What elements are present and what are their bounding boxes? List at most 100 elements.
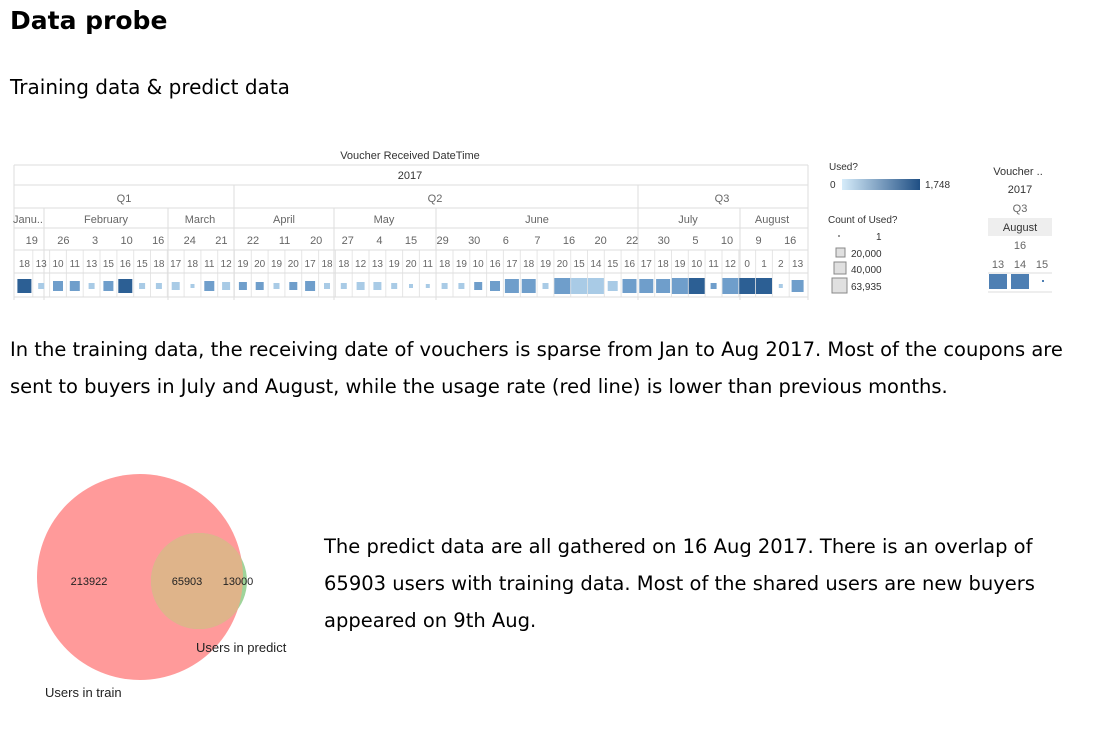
header-year: 2017 bbox=[398, 170, 422, 182]
day-label: 15 bbox=[607, 259, 619, 270]
month-label: June bbox=[525, 214, 549, 226]
venn-train-label: Users in train bbox=[45, 685, 122, 700]
date-mark bbox=[340, 283, 347, 289]
legend-size-label: 63,935 bbox=[851, 282, 882, 293]
date-mark bbox=[542, 283, 549, 289]
week-label: 4 bbox=[376, 235, 382, 247]
panel-day: 13 bbox=[992, 259, 1004, 271]
date-mark bbox=[474, 282, 483, 290]
date-mark bbox=[255, 282, 264, 290]
date-mark bbox=[656, 279, 671, 293]
venn-overlap-count: 65903 bbox=[172, 576, 203, 588]
quarter-label: Q3 bbox=[715, 193, 730, 205]
legend-size-swatch bbox=[838, 235, 840, 237]
legend-used-max: 1,748 bbox=[925, 180, 950, 191]
week-label: 30 bbox=[658, 235, 670, 247]
panel-mark bbox=[989, 274, 1007, 289]
date-mark bbox=[190, 284, 195, 288]
week-label: 3 bbox=[92, 235, 98, 247]
date-mark bbox=[671, 278, 688, 294]
panel-title: Voucher .. bbox=[993, 166, 1043, 178]
date-mark bbox=[222, 282, 231, 290]
day-label: 17 bbox=[506, 259, 518, 270]
day-label: 20 bbox=[557, 259, 569, 270]
day-label: 18 bbox=[153, 259, 165, 270]
date-mark bbox=[324, 283, 330, 289]
date-mark bbox=[791, 280, 804, 292]
legend-used-title: Used? bbox=[829, 162, 858, 173]
date-mark bbox=[373, 282, 382, 290]
day-label: 20 bbox=[405, 259, 417, 270]
day-label: 11 bbox=[204, 259, 215, 270]
panel-year: 2017 bbox=[1008, 184, 1032, 196]
week-label: 22 bbox=[247, 235, 259, 247]
day-label: 19 bbox=[540, 259, 552, 270]
date-mark bbox=[69, 281, 80, 291]
day-label: 18 bbox=[187, 259, 199, 270]
day-label: 10 bbox=[473, 259, 485, 270]
week-label: 19 bbox=[26, 235, 38, 247]
date-mark bbox=[305, 281, 316, 291]
date-mark bbox=[722, 278, 739, 294]
date-mark bbox=[756, 278, 772, 294]
legend-size-swatch bbox=[833, 261, 847, 275]
legend-count-title: Count of Used? bbox=[828, 215, 898, 226]
day-label: 19 bbox=[674, 259, 686, 270]
day-label: 15 bbox=[137, 259, 149, 270]
mark-row bbox=[17, 278, 804, 294]
date-mark bbox=[778, 284, 783, 288]
day-label: 12 bbox=[725, 259, 737, 270]
date-mark bbox=[409, 284, 413, 288]
week-label: 15 bbox=[405, 235, 417, 247]
date-mark bbox=[425, 284, 430, 288]
week-label: 26 bbox=[57, 235, 69, 247]
legend-used-min: 0 bbox=[830, 180, 836, 191]
legend-size: Count of Used? 1 20,000 40,000 63,935 bbox=[828, 215, 898, 294]
day-label: 18 bbox=[523, 259, 535, 270]
date-mark bbox=[554, 278, 571, 294]
day-label: 17 bbox=[170, 259, 182, 270]
predict-date-panel: Voucher .. 2017 Q3 August 16 13 14 15 bbox=[988, 166, 1052, 293]
date-mark bbox=[38, 283, 45, 289]
day-label: 11 bbox=[708, 259, 719, 270]
date-mark bbox=[441, 283, 448, 289]
day-label: 20 bbox=[288, 259, 300, 270]
week-label: 30 bbox=[468, 235, 480, 247]
date-mark bbox=[204, 281, 215, 291]
day-label: 10 bbox=[52, 259, 64, 270]
day-label: 13 bbox=[86, 259, 98, 270]
day-label: 20 bbox=[254, 259, 266, 270]
date-mark bbox=[607, 281, 618, 291]
date-mark bbox=[710, 283, 717, 289]
date-mark bbox=[17, 279, 32, 293]
section-subtitle: Training data & predict data bbox=[10, 75, 290, 99]
users-venn-diagram: 213922 65903 13000 Users in predict User… bbox=[37, 474, 287, 700]
predict-data-description: The predict data are all gathered on 16 … bbox=[324, 535, 1035, 632]
day-label: 13 bbox=[372, 259, 384, 270]
date-mark bbox=[521, 279, 536, 293]
day-label: 18 bbox=[658, 259, 670, 270]
month-row: Janu.. February March April May June Jul… bbox=[13, 207, 808, 300]
date-mark bbox=[238, 282, 247, 290]
date-mark bbox=[490, 281, 500, 291]
date-mark bbox=[88, 283, 95, 289]
week-label: 16 bbox=[563, 235, 575, 247]
day-label: 17 bbox=[305, 259, 317, 270]
week-label: 24 bbox=[184, 235, 196, 247]
training-data-description: In the training data, the receiving date… bbox=[10, 338, 1063, 398]
quarter-label: Q1 bbox=[117, 193, 132, 205]
week-label: 16 bbox=[784, 235, 796, 247]
page-title: Data probe bbox=[10, 6, 168, 35]
date-mark bbox=[458, 283, 465, 289]
month-label: July bbox=[678, 214, 698, 226]
date-mark bbox=[688, 278, 705, 294]
week-label: 27 bbox=[342, 235, 354, 247]
day-label: 11 bbox=[423, 259, 434, 270]
venn-predict-only-count: 13000 bbox=[223, 576, 254, 588]
week-label: 9 bbox=[756, 235, 762, 247]
date-mark bbox=[289, 282, 298, 290]
day-label: 17 bbox=[641, 259, 653, 270]
quarter-label: Q2 bbox=[428, 193, 443, 205]
header-title: Voucher Received DateTime bbox=[340, 150, 480, 162]
day-label: 11 bbox=[70, 259, 81, 270]
